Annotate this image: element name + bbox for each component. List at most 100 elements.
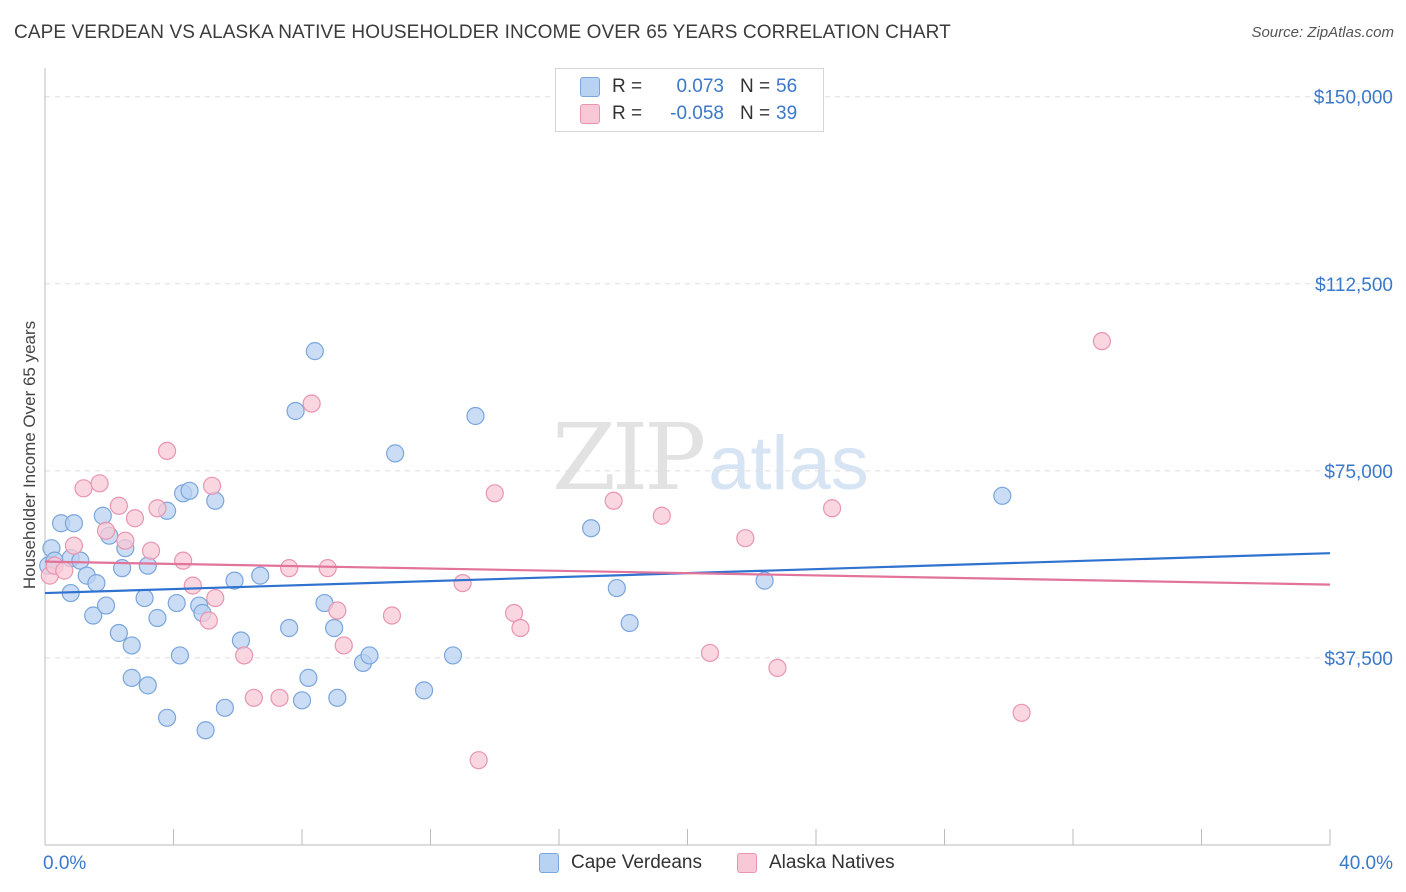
point-cape-verdeans <box>280 618 299 638</box>
point-alaska-natives <box>302 394 321 413</box>
point-alaska-natives <box>74 479 93 498</box>
point-alaska-natives <box>700 643 720 663</box>
watermark: ZIPatlas <box>552 404 869 511</box>
point-cape-verdeans <box>360 646 379 665</box>
point-alaska-natives <box>280 559 299 578</box>
point-cape-verdeans <box>305 342 324 361</box>
point-cape-verdeans <box>299 668 318 687</box>
point-alaska-natives <box>768 658 787 678</box>
point-cape-verdeans <box>582 519 601 538</box>
point-cape-verdeans <box>231 631 251 650</box>
legend-item-alaska-natives[interactable]: Alaska Natives <box>737 852 895 874</box>
point-cape-verdeans <box>138 556 157 575</box>
chart-title: CAPE VERDEAN VS ALASKA NATIVE HOUSEHOLDE… <box>14 22 951 43</box>
point-cape-verdeans <box>180 481 199 500</box>
point-cape-verdeans <box>167 593 186 613</box>
point-alaska-natives <box>235 646 254 665</box>
point-cape-verdeans <box>206 491 225 510</box>
point-cape-verdeans <box>251 566 270 585</box>
stats-legend: R = 0.073 N = 56 R = -0.058 N = 39 <box>555 68 824 132</box>
point-cape-verdeans <box>620 613 639 633</box>
point-alaska-natives <box>736 529 755 548</box>
point-alaska-natives <box>334 636 353 655</box>
legend-label-cape-verdeans: Cape Verdeans <box>571 852 702 873</box>
chart-source: Source: ZipAtlas.com <box>1251 24 1394 41</box>
point-alaska-natives <box>109 496 128 515</box>
legend-label-alaska-natives: Alaska Natives <box>769 852 895 873</box>
point-cape-verdeans <box>607 578 626 598</box>
point-cape-verdeans <box>96 596 116 615</box>
blue-swatch-icon <box>539 853 559 873</box>
point-cape-verdeans <box>443 646 463 665</box>
point-cape-verdeans <box>64 514 84 533</box>
point-cape-verdeans <box>755 571 774 590</box>
point-cape-verdeans <box>71 551 90 570</box>
point-alaska-natives <box>469 751 488 770</box>
point-cape-verdeans <box>87 573 106 593</box>
point-alaska-natives <box>485 484 504 503</box>
y-tick-label: $150,000 <box>1314 88 1393 109</box>
watermark-zip: ZIP <box>552 404 706 511</box>
point-cape-verdeans <box>466 406 485 426</box>
point-cape-verdeans <box>84 606 103 625</box>
point-cape-verdeans <box>292 691 312 710</box>
point-alaska-natives <box>183 576 202 595</box>
point-alaska-natives <box>270 688 289 707</box>
point-cape-verdeans <box>993 486 1012 505</box>
point-alaska-natives <box>511 618 530 638</box>
point-alaska-natives <box>64 536 84 555</box>
point-alaska-natives <box>148 499 167 518</box>
point-cape-verdeans <box>414 681 434 700</box>
point-alaska-natives <box>382 606 402 625</box>
point-alaska-natives <box>125 509 145 528</box>
point-cape-verdeans <box>286 401 305 421</box>
point-alaska-natives <box>206 588 225 608</box>
point-cape-verdeans <box>122 636 141 655</box>
blue-swatch-icon <box>580 77 600 97</box>
point-alaska-natives <box>1092 332 1112 351</box>
r-value: -0.058 <box>670 103 724 124</box>
point-alaska-natives <box>96 521 116 540</box>
point-alaska-natives <box>652 506 671 525</box>
r-value: 0.073 <box>676 76 724 97</box>
point-cape-verdeans <box>215 698 234 717</box>
point-alaska-natives <box>328 601 347 620</box>
watermark-atlas: atlas <box>708 421 869 506</box>
point-cape-verdeans <box>135 588 154 608</box>
point-alaska-natives <box>504 603 524 623</box>
point-cape-verdeans <box>109 623 128 643</box>
point-cape-verdeans <box>138 676 157 695</box>
n-label: N = <box>740 76 771 97</box>
n-value: 56 <box>776 76 798 97</box>
point-cape-verdeans <box>196 721 215 740</box>
r-label: R = <box>612 76 643 97</box>
point-alaska-natives <box>90 474 109 493</box>
pink-swatch-icon <box>737 853 757 873</box>
point-alaska-natives <box>1012 703 1031 722</box>
point-alaska-natives <box>157 441 177 460</box>
point-alaska-natives <box>199 611 218 630</box>
stats-legend-row-pink: R = -0.058 N = 39 <box>580 102 797 126</box>
point-cape-verdeans <box>157 708 177 727</box>
point-alaska-natives <box>604 491 623 510</box>
stats-legend-row-blue: R = 0.073 N = 56 <box>580 75 797 99</box>
point-cape-verdeans <box>122 668 141 687</box>
point-cape-verdeans <box>386 444 405 463</box>
legend-item-cape-verdeans[interactable]: Cape Verdeans <box>539 852 702 874</box>
point-alaska-natives <box>318 559 337 578</box>
point-cape-verdeans <box>93 506 112 525</box>
n-label: N = <box>740 103 771 124</box>
point-cape-verdeans <box>225 571 244 590</box>
point-alaska-natives <box>141 541 161 560</box>
point-alaska-natives <box>202 476 222 495</box>
point-cape-verdeans <box>170 646 190 665</box>
x-tick-label: 0.0% <box>43 853 86 874</box>
point-alaska-natives <box>116 531 135 550</box>
point-alaska-natives <box>822 499 842 518</box>
point-alaska-natives <box>55 561 74 580</box>
point-cape-verdeans <box>328 688 347 707</box>
trendline-alaska-natives <box>44 560 1331 586</box>
point-alaska-natives <box>453 573 472 593</box>
pink-swatch-icon <box>580 104 600 124</box>
